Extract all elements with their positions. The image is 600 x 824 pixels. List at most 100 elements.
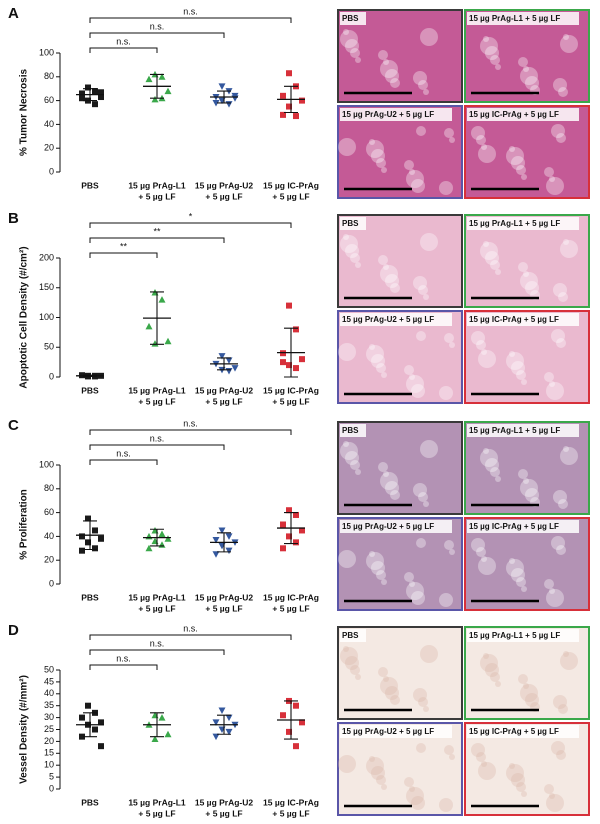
tissue-texture: [381, 372, 387, 378]
tissue-texture: [551, 124, 565, 138]
tissue-texture: [483, 653, 489, 659]
micrograph-label-box: [467, 629, 579, 642]
tissue-texture: [525, 488, 539, 502]
micrograph-image: [337, 9, 463, 103]
tissue-texture: [369, 551, 375, 557]
data-point: [92, 726, 98, 733]
micrograph-label: 15 µg PrAg-L1 + 5 µg LF: [469, 426, 560, 435]
tissue-texture: [411, 384, 425, 398]
data-point: [158, 714, 166, 721]
data-point: [280, 521, 286, 528]
tissue-texture: [418, 285, 428, 295]
tissue-texture: [556, 750, 566, 760]
significance-bracket: [89, 237, 225, 243]
data-point: [151, 735, 159, 743]
tissue-texture: [483, 241, 489, 247]
tissue-texture: [449, 549, 455, 555]
panel-label: D: [8, 622, 19, 639]
y-tick-label: 40: [44, 688, 54, 698]
data-point: [286, 103, 292, 110]
tissue-texture: [560, 35, 578, 53]
y-tick-label: 80: [44, 483, 54, 493]
tissue-texture: [409, 786, 415, 792]
tissue-texture: [546, 794, 564, 812]
data-point: [218, 707, 226, 714]
tissue-texture: [556, 133, 566, 143]
data-point: [225, 728, 233, 736]
significance-label: n.s.: [116, 448, 131, 458]
micrograph-label-box: [467, 12, 579, 25]
error-bar: [150, 291, 164, 345]
data-point: [293, 365, 299, 372]
tissue-texture: [563, 651, 569, 657]
data-point: [212, 719, 220, 726]
data-point: [98, 94, 104, 101]
panel-label: A: [8, 5, 19, 22]
tissue-texture: [340, 442, 358, 460]
micrograph-label: PBS: [342, 14, 359, 23]
tissue-texture: [506, 559, 524, 577]
x-tick-label: 15 µg PrAg-U2: [195, 797, 254, 807]
x-tick-label: + 5 µg LF: [272, 808, 309, 818]
tissue-texture: [416, 126, 426, 136]
micrograph-image: [464, 421, 590, 515]
micrograph: 15 µg PrAg-L1 + 5 µg LF: [464, 214, 590, 308]
data-point: [212, 733, 220, 741]
y-tick-label: 50: [44, 664, 54, 674]
data-point: [218, 83, 226, 90]
tissue-texture: [340, 235, 358, 253]
micrograph-label: 15 µg IC-PrAg + 5 µg LF: [469, 522, 559, 531]
tissue-texture: [553, 490, 567, 504]
micrograph: 15 µg IC-PrAg + 5 µg LF: [464, 517, 590, 611]
x-tick-label: 15 µg PrAg-L1: [128, 385, 186, 395]
micrograph-label: 15 µg PrAg-U2 + 5 µg LF: [342, 727, 434, 736]
significance-label: n.s.: [150, 21, 165, 31]
error-bar: [217, 714, 231, 735]
tissue-texture: [546, 589, 564, 607]
tissue-texture: [516, 165, 526, 175]
micrograph: 15 µg PrAg-U2 + 5 µg LF: [337, 105, 463, 199]
tissue-texture: [551, 536, 565, 550]
tissue-texture: [406, 375, 424, 393]
x-tick-label: + 5 µg LF: [138, 808, 175, 818]
tissue-texture: [490, 260, 500, 270]
tissue-texture: [511, 568, 525, 582]
tissue-texture: [418, 697, 428, 707]
y-tick-label: 20: [44, 555, 54, 565]
tissue-texture: [485, 46, 499, 60]
tissue-texture: [544, 579, 554, 589]
data-point: [225, 533, 233, 540]
tissue-texture: [478, 762, 496, 780]
tissue-texture: [378, 667, 388, 677]
tissue-texture: [546, 382, 564, 400]
panel-label: B: [8, 210, 19, 227]
micrograph-label: 15 µg IC-PrAg + 5 µg LF: [469, 110, 559, 119]
tissue-texture: [495, 64, 501, 70]
micrograph-label-box: [340, 108, 452, 121]
tissue-texture: [350, 460, 360, 470]
tissue-texture: [476, 340, 486, 350]
tissue-texture: [380, 677, 398, 695]
data-point: [85, 702, 91, 709]
tissue-texture: [355, 57, 361, 63]
data-point: [92, 545, 98, 552]
tissue-texture: [416, 538, 426, 548]
tissue-texture: [369, 344, 375, 350]
tissue-texture: [481, 761, 487, 767]
tissue-texture: [506, 764, 524, 782]
tissue-texture: [378, 462, 388, 472]
tissue-texture: [413, 483, 427, 497]
tissue-texture: [480, 37, 498, 55]
tissue-texture: [549, 381, 555, 387]
y-tick-label: 15: [44, 748, 54, 758]
significance-bracket: [89, 459, 158, 465]
tissue-texture: [518, 262, 528, 272]
tissue-texture: [516, 782, 526, 792]
micrograph: PBS: [337, 9, 463, 103]
y-axis-label: % Tumor Necrosis: [19, 69, 30, 156]
x-tick-label: 15 µg PrAg-L1: [128, 180, 186, 190]
x-tick-label: 15 µg PrAg-U2: [195, 385, 254, 395]
micrograph-label-box: [340, 424, 366, 437]
tissue-texture: [520, 479, 538, 497]
data-point: [212, 536, 220, 544]
